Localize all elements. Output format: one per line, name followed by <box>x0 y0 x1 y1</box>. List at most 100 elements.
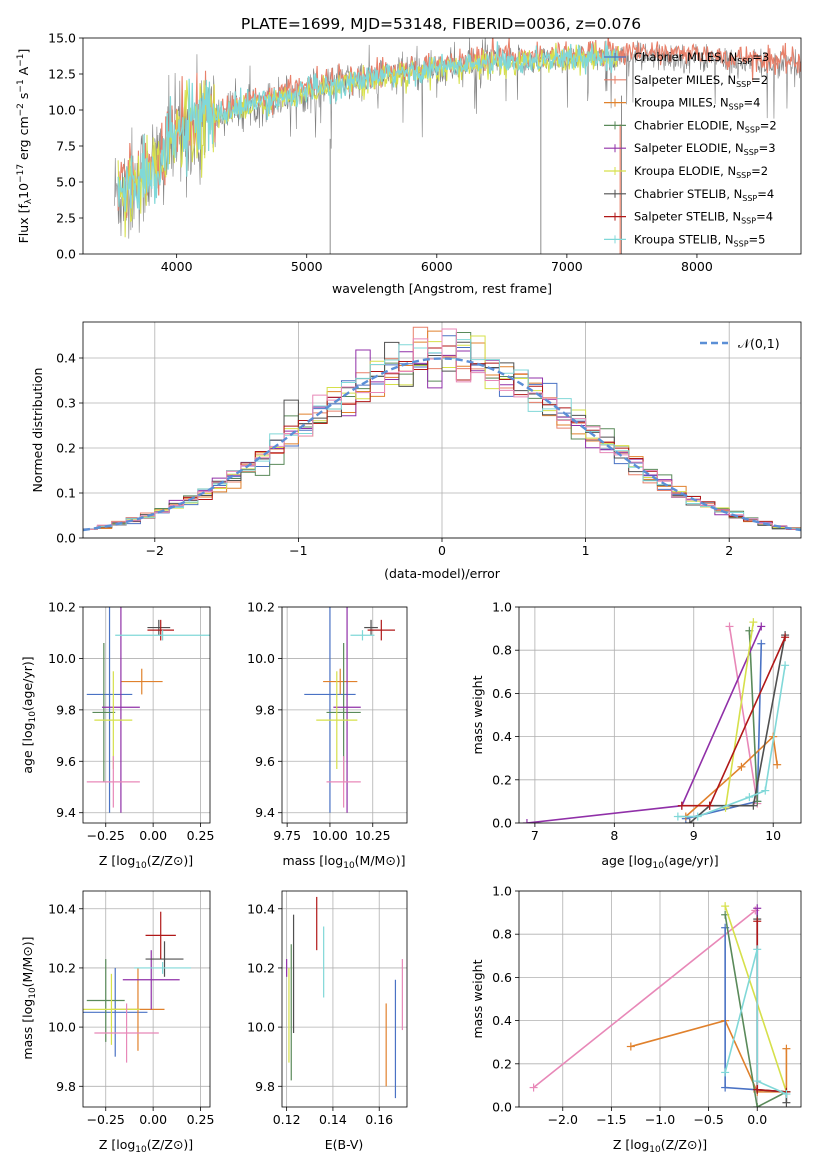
legend-label: Salpeter STELIB, NSSP=4 <box>634 210 773 226</box>
weight_vs_age-ytick-label: 1.0 <box>492 600 512 615</box>
spectrum-ytick-label: 2.5 <box>56 211 76 226</box>
mass_vs_ebv-grid <box>282 891 407 1107</box>
spectrum-xtick-label: 4000 <box>161 259 193 274</box>
weight_vs_Z-ylabel: mass weight <box>470 959 485 1038</box>
legend-label-name: Kroupa STELIB, N <box>634 232 734 246</box>
legend-label-n: =3 <box>752 50 769 64</box>
weight_vs_Z-xtick-label: −0.5 <box>693 1112 723 1127</box>
residuals-axes: −2 −1 0 1 2 0.0 0.1 0.2 0.3 0.4 𝒩(0,1) (data-model)… <box>30 321 802 581</box>
spectrum-ytick-label: 12.5 <box>48 67 76 82</box>
weight_vs_age-frame <box>518 606 802 824</box>
legend-label-n: =3 <box>759 141 776 155</box>
weight_vs_Z-xtick-label: −1.5 <box>596 1112 626 1127</box>
residuals-xtick-label: −1 <box>289 543 307 558</box>
legend-label-sub: SSP <box>736 80 751 89</box>
age_vs_Z-axes: −0.25 0.00 0.25 9.4 9.6 9.8 10.0 10.2 Z [log10(Z… <box>20 600 214 872</box>
legend-label: Salpeter MILES, NSSP=2 <box>634 73 768 89</box>
age_vs_mass-ytick-label: 9.6 <box>255 754 275 769</box>
age_vs_Z-plot-area <box>86 607 210 813</box>
age_vs_Z-frame <box>82 606 211 824</box>
age_vs_mass-frame <box>281 606 408 824</box>
mass_vs_ebv-axes: 0.12 0.14 0.16 9.8 10.0 10.2 10.4 E(B-V) <box>247 890 408 1152</box>
age_vs_mass-axes: 9.75 10.00 10.25 9.4 9.6 9.8 10.0 10.2 mass [log… <box>247 600 408 871</box>
legend-label-n: =2 <box>751 73 768 87</box>
residuals-ytick-label: 0.1 <box>56 486 76 501</box>
weight_vs_age-xtick-label: 7 <box>531 828 539 843</box>
age_vs_mass-plot-area <box>304 607 396 813</box>
weight-line <box>756 919 788 1103</box>
legend-label-sub: SSP <box>736 171 751 180</box>
weight_vs_age-xtick-label: 10 <box>765 828 781 843</box>
legend-label-n: =4 <box>757 187 774 201</box>
residuals-xtick-label: 0 <box>438 543 446 558</box>
legend-label-name: Kroupa MILES, N <box>634 96 729 110</box>
mass_vs_ebv-ytick-label: 10.4 <box>247 901 275 916</box>
spectrum-model-kroupa_stelib <box>117 40 619 212</box>
age_vs_Z-ytick-label: 9.8 <box>56 702 76 717</box>
figure-title: PLATE=1699, MJD=53148, FIBERID=0036, z=0… <box>241 15 641 33</box>
mass_vs_ebv-ytick-label: 10.2 <box>247 960 275 975</box>
weight_vs_Z-ytick-label: 1.0 <box>492 884 512 899</box>
mass_vs_ebv-ytick-label: 9.8 <box>255 1079 275 1094</box>
spectrum-xtick-label: 7000 <box>551 259 583 274</box>
residual-legend-label: 𝒩(0,1) <box>738 336 780 351</box>
legend-label: Kroupa STELIB, NSSP=5 <box>634 232 765 248</box>
spectrum-plot-area <box>113 38 801 254</box>
mass_vs_Z-xtick-label: 0.00 <box>139 1112 167 1127</box>
age_vs_Z-ytick-label: 9.4 <box>56 805 76 820</box>
weight_vs_age-ytick-label: 0.2 <box>492 772 512 787</box>
age-vs-Z-xlabel: Z [log10(Z/Z⊙)] <box>99 853 193 871</box>
legend-label-sub: SSP <box>737 57 752 66</box>
age_vs_Z-grid <box>83 606 210 823</box>
weight_vs_age-ytick-label: 0.6 <box>492 686 512 701</box>
weight-line <box>526 626 763 823</box>
mass_vs_ebv-ytick-label: 10.0 <box>247 1020 275 1035</box>
residual-histogram-pink <box>83 328 801 530</box>
weight-line <box>685 734 778 818</box>
age_vs_Z-ytick-label: 9.6 <box>56 754 76 769</box>
legend-label-name: Salpeter ELODIE, N <box>634 141 744 155</box>
spectrum-ytick-label: 10.0 <box>48 103 76 118</box>
weight_vs_Z-plot-area <box>529 902 791 1107</box>
spectrum-ylabel: Flux [fλ10−17 erg cm−2 s−1 A−1] <box>16 49 34 244</box>
legend-label: Salpeter ELODIE, NSSP=3 <box>634 141 776 157</box>
legend-label-n: =5 <box>749 232 766 246</box>
residuals-xtick-label: 2 <box>725 543 733 558</box>
spectrum-ytick-label: 0.0 <box>56 247 76 262</box>
legend-label-sub: SSP <box>744 148 759 157</box>
weight-line <box>689 634 786 823</box>
weight_vs_Z-xtick-label: 0.0 <box>747 1112 767 1127</box>
residual-xlabel: (data-model)/error <box>384 566 501 581</box>
mass_vs_Z-plot-area <box>83 911 192 1063</box>
spectrum-xtick-label: 8000 <box>681 259 713 274</box>
spectrum-ytick-label: 15.0 <box>48 31 76 46</box>
mass_vs_ebv-xtick-label: 0.16 <box>365 1112 393 1127</box>
mass_vs_Z-ytick-label: 9.8 <box>56 1079 76 1094</box>
legend-label-sub: SSP <box>742 194 757 203</box>
weight_vs_Z-xtick-label: −1.0 <box>645 1112 675 1127</box>
weight_vs_Z-ytick-label: 0.2 <box>492 1056 512 1071</box>
plots: 4000 5000 6000 7000 80000.02.55.07.510.012.5… <box>16 31 802 1155</box>
weight-line <box>724 914 787 1107</box>
residual-histogram-chabrier_stelib <box>83 341 801 530</box>
legend-label-name: Salpeter MILES, N <box>634 73 736 87</box>
spectrum-xlabel: wavelength [Angstrom, rest frame] <box>332 281 552 296</box>
legend-label-sub: SSP <box>729 103 744 112</box>
spectrum-axes: 4000 5000 6000 7000 8000 0.0 2.5 5.0 7.5 10.0 12.5… <box>16 31 802 296</box>
residuals-xtick-label: 1 <box>582 543 590 558</box>
legend-label-sub: SSP <box>741 217 756 226</box>
age_vs_mass-grid <box>282 606 407 823</box>
residuals-xtick-label: −2 <box>146 543 164 558</box>
weight_vs_age-xtick-label: 8 <box>610 828 618 843</box>
mass_vs_Z-frame <box>82 890 211 1108</box>
age-vs-Z-ylabel: age [log10(age/yr)] <box>20 656 38 773</box>
age-vs-mass-xlabel: mass [log10(M/M⊙)] <box>282 853 405 871</box>
age_vs_mass-ytick-label: 9.4 <box>255 805 275 820</box>
weight_vs_Z-ytick-label: 0.4 <box>492 1013 512 1028</box>
legend-label-sub: SSP <box>745 125 760 134</box>
legend-label: Chabrier STELIB, NSSP=4 <box>634 187 774 203</box>
mass_vs_ebv-xtick-label: 0.12 <box>273 1112 301 1127</box>
mass_vs_Z-xtick-label: 0.25 <box>187 1112 215 1127</box>
mass-vs-Z-ylabel: mass [log10(M/M⊙)] <box>20 936 38 1059</box>
